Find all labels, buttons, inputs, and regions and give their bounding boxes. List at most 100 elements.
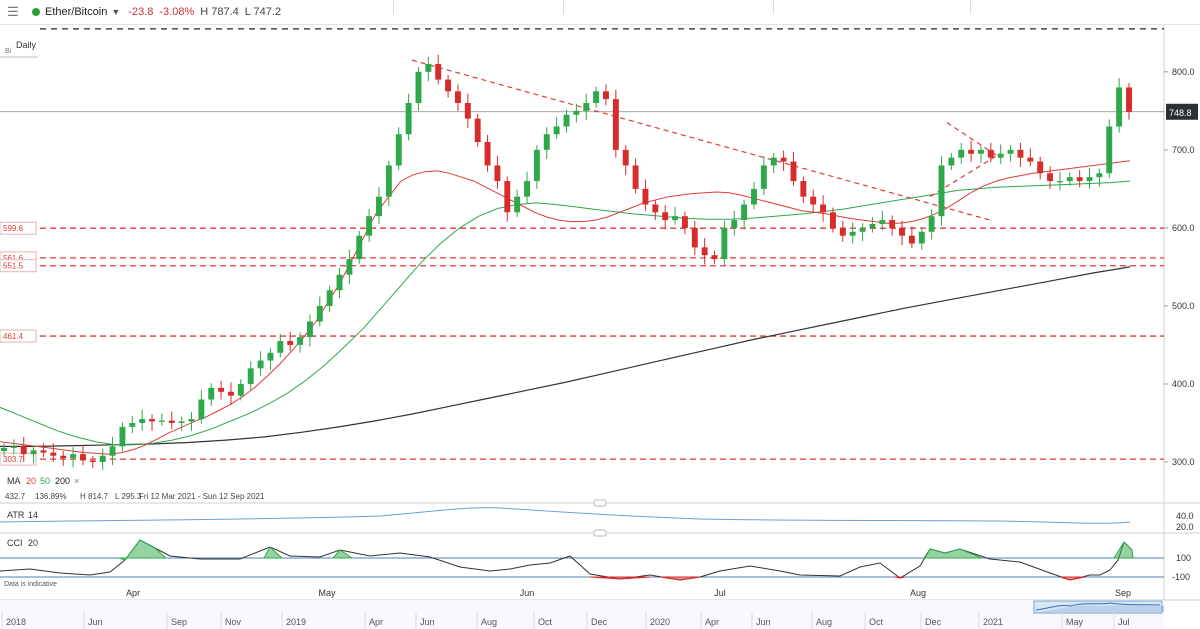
candle xyxy=(435,64,442,80)
candle xyxy=(484,142,491,166)
stat-range: Fri 12 Mar 2021 - Sun 12 Sep 2021 xyxy=(139,492,265,501)
level-label: 599.6 xyxy=(3,224,24,233)
header-divider xyxy=(563,0,564,14)
candle xyxy=(237,383,244,396)
navigator-label: Jun xyxy=(420,617,435,627)
hamburger-icon[interactable]: ☰ xyxy=(7,4,19,19)
candle xyxy=(908,235,915,244)
candle xyxy=(583,103,590,111)
ma-close-icon[interactable]: × xyxy=(74,476,79,486)
candle xyxy=(790,161,797,182)
atr-line xyxy=(0,507,1131,524)
candle xyxy=(662,212,669,221)
candle xyxy=(474,118,481,143)
candle xyxy=(859,227,866,232)
candle xyxy=(1126,87,1132,112)
cci-period[interactable]: 20 xyxy=(28,538,38,548)
cci-tick-neg100: -100 xyxy=(1172,572,1190,582)
candle xyxy=(741,204,748,221)
candle xyxy=(543,134,550,150)
panel-resize-handle[interactable] xyxy=(593,499,607,507)
market-status-icon xyxy=(32,8,40,16)
candle xyxy=(1086,177,1093,182)
level-label: 561.6 xyxy=(3,254,24,263)
candle xyxy=(810,196,817,205)
candle xyxy=(50,452,57,456)
candle xyxy=(672,216,679,221)
candle xyxy=(514,196,521,213)
cci-overbought-area xyxy=(118,539,1134,561)
x-axis-label: Aug xyxy=(910,588,926,598)
candle xyxy=(1116,87,1123,127)
interval-label[interactable]: Daily xyxy=(16,40,37,50)
candle xyxy=(188,419,195,422)
navigator-label: Aug xyxy=(816,617,832,627)
candle xyxy=(997,153,1004,158)
candle xyxy=(958,149,965,158)
candle xyxy=(899,227,905,236)
candle xyxy=(1047,173,1054,182)
candle xyxy=(405,103,412,135)
navigator-window[interactable] xyxy=(1033,600,1163,614)
candle xyxy=(1066,177,1073,182)
candle xyxy=(149,419,155,422)
instrument-name[interactable]: Ether/Bitcoin xyxy=(45,6,108,18)
navigator[interactable] xyxy=(0,600,1164,629)
x-axis-label: May xyxy=(318,588,336,598)
candle xyxy=(1037,161,1044,174)
navigator-label: 2020 xyxy=(650,617,670,627)
candle xyxy=(603,91,609,100)
candle xyxy=(928,216,935,232)
navigator-label: Apr xyxy=(369,617,383,627)
candle xyxy=(139,419,146,423)
candle xyxy=(918,231,925,244)
candle xyxy=(60,455,67,459)
candle xyxy=(691,227,698,248)
session-high: H 787.4 xyxy=(200,6,239,18)
chevron-down-icon[interactable]: ▼ xyxy=(111,7,121,17)
candle xyxy=(948,157,955,166)
atr-period[interactable]: 14 xyxy=(28,510,38,520)
candle xyxy=(40,450,47,453)
candle xyxy=(829,212,836,228)
candle xyxy=(879,220,886,224)
candle xyxy=(158,420,165,422)
candle xyxy=(218,387,225,392)
y-tick-label: 700.0 xyxy=(1172,145,1195,155)
candle xyxy=(1007,149,1014,154)
level-label: 551.5 xyxy=(3,262,24,271)
candle xyxy=(573,110,580,115)
ma200-legend[interactable]: 200 xyxy=(55,476,70,486)
candle xyxy=(612,99,619,150)
candle xyxy=(257,360,264,369)
session-low: L 747.2 xyxy=(244,6,282,18)
candle xyxy=(968,149,975,154)
candle xyxy=(395,134,402,166)
level-label: 303.7 xyxy=(3,455,24,464)
price-change: -23.8 xyxy=(128,6,154,18)
candle xyxy=(119,426,126,447)
candle xyxy=(889,220,896,228)
y-tick-label: 600.0 xyxy=(1172,223,1195,233)
candle xyxy=(385,165,392,197)
candle xyxy=(524,181,530,197)
candle xyxy=(652,204,659,213)
panel-resize-handle[interactable] xyxy=(593,529,607,537)
main-plot-area[interactable] xyxy=(0,25,1164,501)
navigator-label: 2019 xyxy=(286,617,306,627)
ma20-legend[interactable]: 20 xyxy=(26,476,36,486)
ma-legend-label: MA xyxy=(7,476,21,486)
candle xyxy=(800,181,807,197)
x-axis-label: Jul xyxy=(714,588,726,598)
candle xyxy=(267,352,274,361)
candle xyxy=(454,91,461,104)
ma50-legend[interactable]: 50 xyxy=(40,476,50,486)
candle xyxy=(1027,157,1034,162)
candle xyxy=(731,220,738,228)
cci-tick-100: 100 xyxy=(1176,553,1191,563)
candle xyxy=(987,149,994,158)
candle xyxy=(632,165,639,189)
navigator-label: Dec xyxy=(591,617,608,627)
atr-tick-20: 20.0 xyxy=(1176,522,1194,532)
